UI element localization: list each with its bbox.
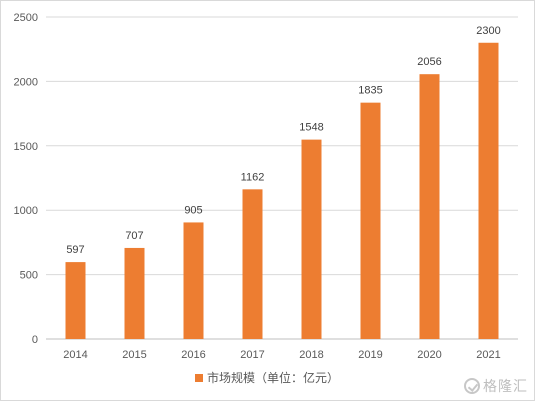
x-tick-label: 2018 (299, 349, 323, 361)
data-label: 1548 (299, 122, 323, 134)
x-tick-label: 2014 (63, 349, 87, 361)
x-tick-label: 2021 (476, 349, 500, 361)
y-tick-label: 1500 (14, 141, 38, 153)
bar (360, 102, 381, 339)
y-tick-label: 2500 (14, 12, 38, 24)
bar (183, 222, 204, 339)
data-label: 2300 (476, 25, 500, 37)
g-logo-icon (464, 378, 480, 394)
x-tick-label: 2019 (358, 349, 382, 361)
watermark: 格隆汇 (464, 376, 528, 396)
watermark-text: 格隆汇 (483, 379, 528, 395)
legend-label: 市场规模（单位：亿元） (207, 370, 339, 385)
x-tick-label: 2020 (417, 349, 441, 361)
y-tick-label: 2000 (14, 76, 38, 88)
bar (242, 189, 263, 339)
data-label: 597 (66, 244, 84, 256)
data-label: 905 (184, 204, 202, 216)
bar (65, 262, 86, 339)
y-tick-label: 0 (32, 334, 38, 346)
bar (419, 74, 440, 340)
data-label: 1835 (358, 85, 382, 97)
data-label: 707 (125, 230, 143, 242)
x-tick-label: 2016 (181, 349, 205, 361)
data-label: 2056 (417, 56, 441, 68)
y-tick-label: 500 (20, 270, 38, 282)
bar (124, 247, 145, 339)
bar (478, 42, 499, 339)
data-label: 1162 (241, 171, 265, 183)
x-tick-label: 2017 (240, 349, 264, 361)
legend-swatch (195, 374, 203, 382)
x-tick-label: 2015 (122, 349, 146, 361)
bar (301, 139, 322, 339)
y-tick-label: 1000 (14, 205, 38, 217)
